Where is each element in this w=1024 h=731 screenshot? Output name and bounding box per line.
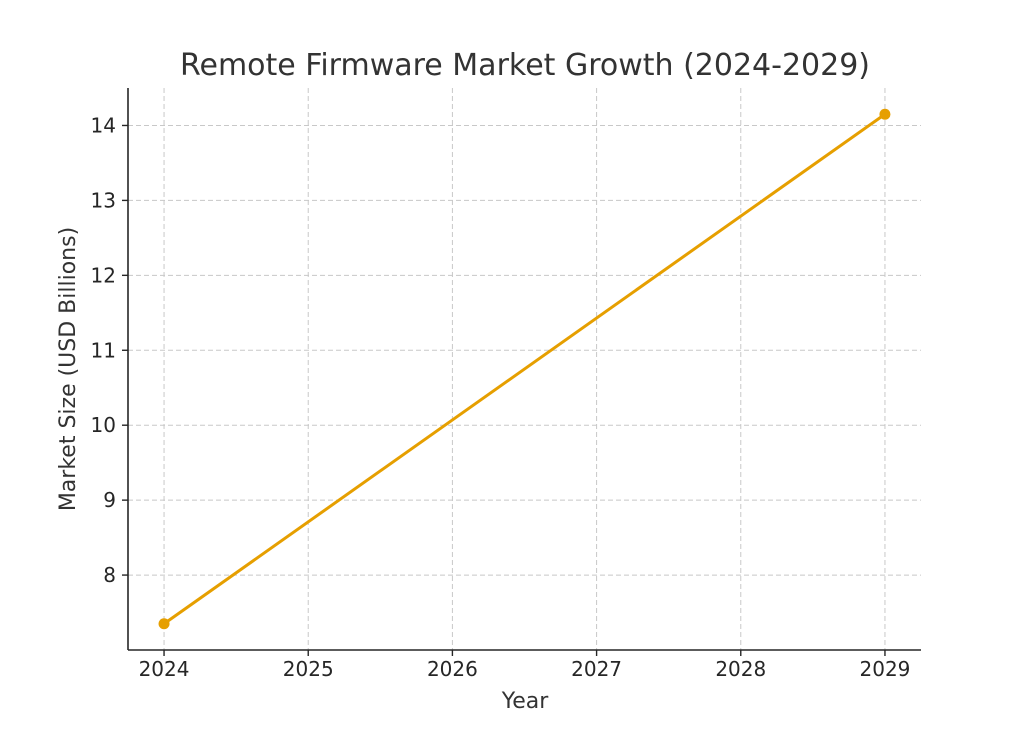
x-tick-label: 2024	[139, 657, 190, 681]
chart-title: Remote Firmware Market Growth (2024-2029…	[180, 48, 870, 83]
y-tick-label: 13	[91, 188, 116, 212]
y-tick-label: 14	[91, 113, 116, 137]
x-tick-label: 2025	[283, 657, 334, 681]
y-tick-label: 9	[103, 488, 116, 512]
y-tick-label: 12	[91, 263, 116, 287]
x-tick-label: 2026	[427, 657, 478, 681]
grid	[128, 88, 921, 650]
y-tick-label: 10	[91, 413, 116, 437]
x-tick-label: 2028	[715, 657, 766, 681]
y-tick-label: 8	[103, 563, 116, 587]
x-tick-label: 2029	[860, 657, 911, 681]
x-axis-label: Year	[501, 689, 550, 714]
y-axis-label: Market Size (USD Billions)	[56, 227, 81, 511]
series-line	[162, 112, 887, 626]
data-point	[158, 618, 170, 630]
x-tick-label: 2027	[571, 657, 622, 681]
series	[158, 108, 891, 630]
data-point	[879, 108, 891, 120]
axes	[127, 88, 921, 651]
y-tick-label: 11	[91, 338, 116, 362]
ticks: 2024 2025 2026 2027 2028 2029 8 9 10 11 12 13 14	[91, 113, 911, 681]
